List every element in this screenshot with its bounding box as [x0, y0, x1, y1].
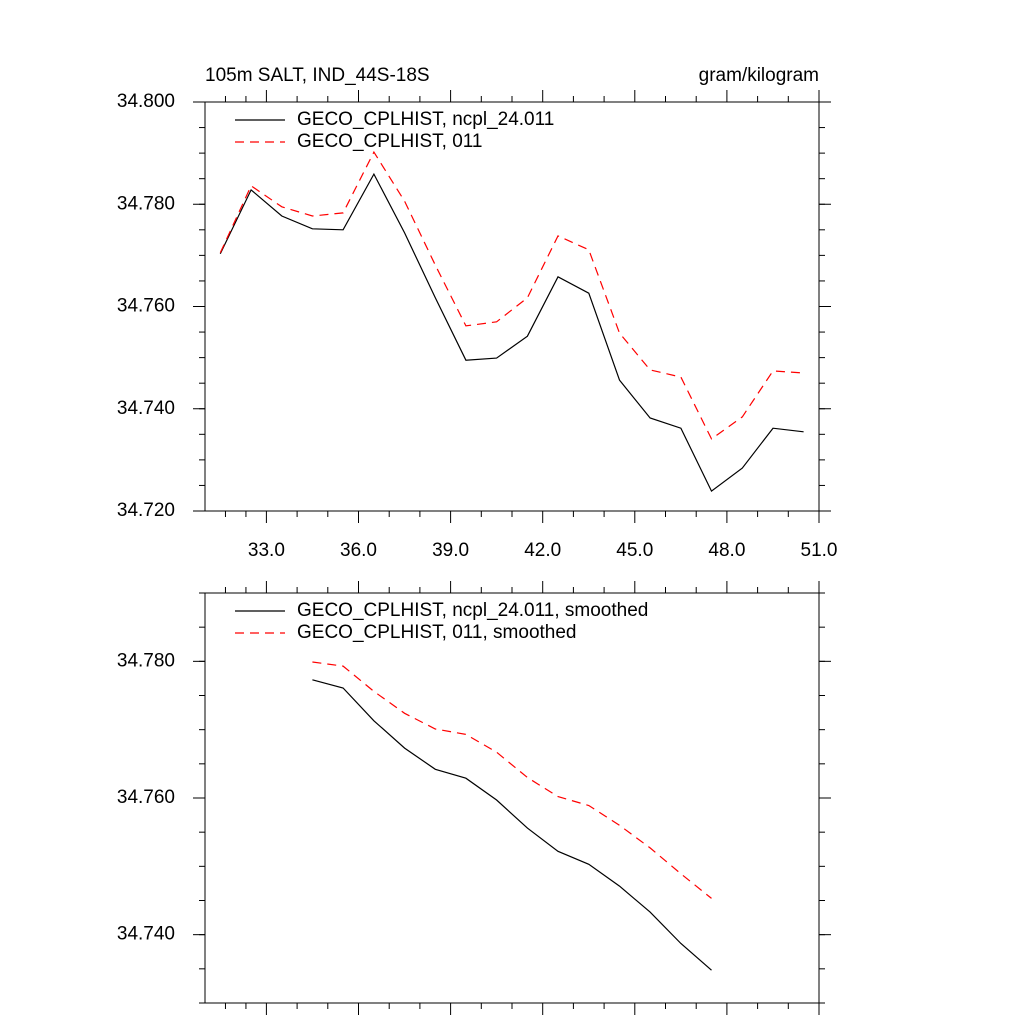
plot-frame: [204, 592, 820, 1004]
x-tick-label: 48.0: [708, 540, 745, 561]
y-tick-label: 34.800: [117, 91, 175, 112]
data-line: [219, 172, 804, 493]
y-tick-label: 34.760: [117, 296, 175, 317]
y-tick-label: 34.740: [117, 924, 175, 945]
y-tick-label: 34.760: [117, 787, 175, 808]
x-tick-label: 51.0: [801, 540, 838, 561]
x-tick-label: 33.0: [248, 540, 285, 561]
y-tick-label: 34.720: [117, 500, 175, 521]
x-tick-label: 36.0: [340, 540, 377, 561]
legend-label: GECO_CPLHIST, 011, smoothed: [297, 622, 577, 643]
y-tick-label: 34.780: [117, 193, 175, 214]
chart-title: 105m SALT, IND_44S-18S: [205, 65, 430, 86]
plot-frame: [204, 101, 820, 512]
x-tick-label: 42.0: [524, 540, 561, 561]
x-tick-label: 45.0: [616, 540, 653, 561]
data-line: [219, 150, 804, 440]
legend-label: GECO_CPLHIST, 011: [297, 131, 483, 152]
x-tick-label: 39.0: [432, 540, 469, 561]
data-line: [312, 679, 712, 971]
y-tick-label: 34.780: [117, 650, 175, 671]
legend-label: GECO_CPLHIST, ncpl_24.011, smoothed: [297, 600, 648, 621]
units-label: gram/kilogram: [699, 65, 819, 86]
legend-label: GECO_CPLHIST, ncpl_24.011: [297, 109, 554, 130]
data-line: [312, 661, 712, 899]
y-tick-label: 34.740: [117, 398, 175, 419]
